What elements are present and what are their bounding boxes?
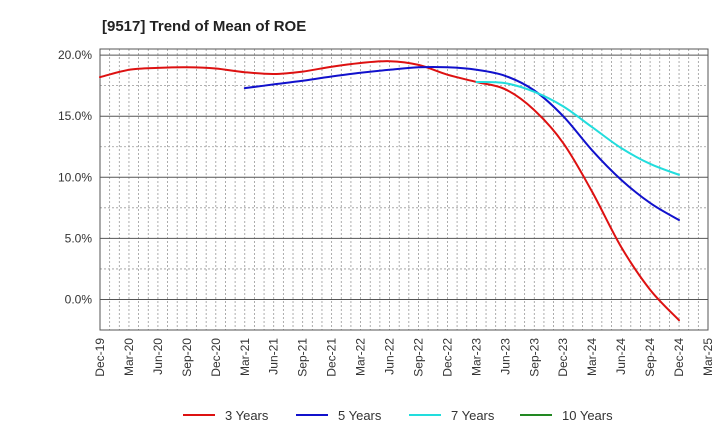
series-lines xyxy=(99,60,680,322)
x-tick-label: Jun-22 xyxy=(383,338,397,375)
legend-label: 10 Years xyxy=(562,408,613,423)
x-tick-label: Dec-20 xyxy=(209,338,223,377)
y-tick-label: 20.0% xyxy=(58,48,92,62)
x-axis-ticks: Dec-19 Mar-20 Jun-20 Sep-20 Dec-20 Mar-21 Jun-… xyxy=(93,338,715,377)
x-tick-label: Mar-25 xyxy=(701,338,715,376)
y-tick-label: 15.0% xyxy=(58,109,92,123)
x-tick-label: Jun-23 xyxy=(498,338,512,375)
x-tick-label: Dec-24 xyxy=(672,338,686,377)
legend-label: 5 Years xyxy=(338,408,382,423)
x-tick-label: Dec-22 xyxy=(440,338,454,377)
x-tick-label: Mar-22 xyxy=(354,338,368,376)
y-axis-ticks: 20.0% 15.0% 10.0% 5.0% 0.0% xyxy=(58,48,92,306)
x-tick-label: Sep-20 xyxy=(180,338,194,377)
x-tick-label: Dec-19 xyxy=(93,338,107,377)
x-tick-label: Dec-21 xyxy=(325,338,339,377)
x-tick-label: Jun-24 xyxy=(614,338,628,375)
x-tick-label: Mar-21 xyxy=(238,338,252,376)
legend-label: 7 Years xyxy=(451,408,495,423)
series-line-7-years xyxy=(475,81,680,176)
x-tick-label: Sep-24 xyxy=(643,338,657,377)
x-tick-label: Sep-22 xyxy=(411,338,425,377)
series-line-5-years xyxy=(243,66,680,221)
x-tick-label: Sep-21 xyxy=(296,338,310,377)
y-tick-label: 0.0% xyxy=(65,292,93,306)
series-line-3-years xyxy=(99,60,680,322)
x-tick-label: Dec-23 xyxy=(556,338,570,377)
plot-area xyxy=(99,48,709,331)
grid xyxy=(100,49,708,331)
y-tick-label: 5.0% xyxy=(65,231,93,245)
x-tick-label: Mar-20 xyxy=(122,338,136,376)
x-tick-label: Jun-20 xyxy=(151,338,165,375)
x-tick-label: Mar-24 xyxy=(585,338,599,376)
legend-label: 3 Years xyxy=(225,408,269,423)
legend: 3 Years 5 Years 7 Years 10 Years xyxy=(183,408,613,423)
x-tick-label: Sep-23 xyxy=(527,338,541,377)
y-tick-label: 10.0% xyxy=(58,170,92,184)
x-tick-label: Jun-21 xyxy=(267,338,281,375)
x-tick-label: Mar-23 xyxy=(469,338,483,376)
chart-title: [9517] Trend of Mean of ROE xyxy=(102,18,306,35)
